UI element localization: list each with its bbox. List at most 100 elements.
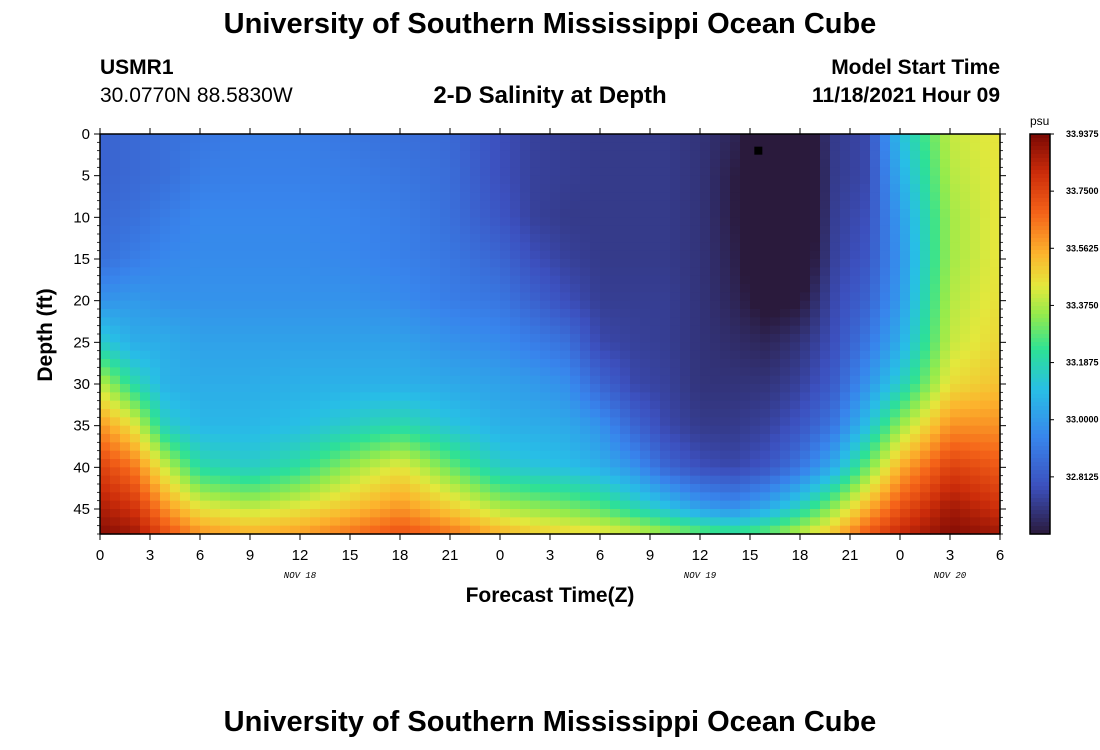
heatmap-cell [540, 325, 551, 335]
heatmap-cell [990, 217, 1001, 227]
heatmap-cell [450, 475, 461, 485]
heatmap-cell [550, 342, 561, 352]
heatmap-cell [590, 200, 601, 210]
heatmap-cell [160, 275, 171, 285]
heatmap-cell [780, 267, 791, 277]
heatmap-cell [110, 159, 121, 168]
heatmap-cell [900, 134, 911, 143]
heatmap-cell [730, 492, 741, 502]
heatmap-cell [290, 267, 301, 277]
heatmap-cell [980, 159, 991, 168]
heatmap-cell [580, 484, 591, 493]
heatmap-cell [740, 292, 751, 302]
heatmap-cell [230, 509, 241, 518]
heatmap-cell [720, 167, 731, 177]
heatmap-cell [150, 375, 161, 385]
heatmap-cell [990, 492, 1001, 502]
heatmap-cell [700, 284, 711, 293]
heatmap-cell [690, 259, 701, 268]
heatmap-cell [430, 375, 441, 385]
heatmap-cell [680, 325, 691, 335]
heatmap-cell [790, 417, 801, 427]
heatmap-cell [470, 334, 481, 343]
heatmap-cell [540, 259, 551, 268]
heatmap-cell [570, 492, 581, 502]
heatmap-cell [520, 359, 531, 368]
heatmap-cell [590, 250, 601, 260]
heatmap-cell [240, 500, 251, 510]
heatmap-cell [500, 150, 511, 160]
heatmap-cell [120, 167, 131, 177]
heatmap-cell [370, 292, 381, 302]
y-tick-label: 10 [73, 209, 90, 226]
heatmap-cell [770, 142, 781, 152]
heatmap-cell [440, 184, 451, 193]
heatmap-cell [230, 417, 241, 427]
heatmap-cell [450, 350, 461, 360]
heatmap-cell [700, 342, 711, 352]
heatmap-cell [370, 217, 381, 227]
heatmap-cell [800, 342, 811, 352]
heatmap-cell [360, 459, 371, 468]
heatmap-cell [470, 459, 481, 468]
heatmap-cell [730, 342, 741, 352]
heatmap-cell [970, 250, 981, 260]
heatmap-cell [330, 342, 341, 352]
heatmap-cell [960, 525, 971, 535]
heatmap-cell [420, 450, 431, 460]
heatmap-cell [390, 150, 401, 160]
heatmap-cell [180, 309, 191, 318]
heatmap-cell [170, 284, 181, 293]
heatmap-cell [420, 417, 431, 427]
heatmap-cell [460, 325, 471, 335]
heatmap-cell [220, 425, 231, 435]
heatmap-cell [620, 284, 631, 293]
heatmap-cell [320, 150, 331, 160]
colorbar-segment [1030, 274, 1050, 279]
heatmap-cell [280, 134, 291, 143]
heatmap-cell [930, 175, 941, 185]
heatmap-cell [870, 242, 881, 252]
heatmap-cell [910, 267, 921, 277]
heatmap-cell [160, 475, 171, 485]
heatmap-cell [860, 342, 871, 352]
heatmap-cell [400, 484, 411, 493]
heatmap-cell [440, 159, 451, 168]
heatmap-cell [600, 384, 611, 393]
heatmap-cell [780, 467, 791, 477]
heatmap-cell [350, 184, 361, 193]
heatmap-cell [570, 200, 581, 210]
heatmap-cell [780, 325, 791, 335]
heatmap-cell [580, 200, 591, 210]
heatmap-cell [430, 359, 441, 368]
heatmap-cell [530, 467, 541, 477]
heatmap-cell [330, 325, 341, 335]
heatmap-cell [980, 400, 991, 410]
heatmap-cell [900, 392, 911, 402]
heatmap-cell [600, 134, 611, 143]
heatmap-cells [100, 134, 1001, 535]
heatmap-cell [110, 309, 121, 318]
heatmap-cell [940, 275, 951, 285]
heatmap-cell [790, 525, 801, 535]
heatmap-cell [980, 317, 991, 327]
heatmap-cell [300, 300, 311, 310]
heatmap-cell [200, 184, 211, 193]
heatmap-cell [250, 317, 261, 327]
heatmap-cell [990, 142, 1001, 152]
heatmap-cell [260, 217, 271, 227]
heatmap-cell [880, 275, 891, 285]
heatmap-cell [490, 284, 501, 293]
heatmap-cell [340, 384, 351, 393]
heatmap-cell [740, 467, 751, 477]
heatmap-cell [910, 275, 921, 285]
heatmap-cell [890, 467, 901, 477]
heatmap-cell [510, 309, 521, 318]
heatmap-cell [620, 459, 631, 468]
heatmap-cell [240, 517, 251, 527]
heatmap-cell [190, 175, 201, 185]
heatmap-cell [930, 234, 941, 243]
heatmap-cell [250, 150, 261, 160]
heatmap-cell [760, 275, 771, 285]
heatmap-cell [570, 442, 581, 452]
